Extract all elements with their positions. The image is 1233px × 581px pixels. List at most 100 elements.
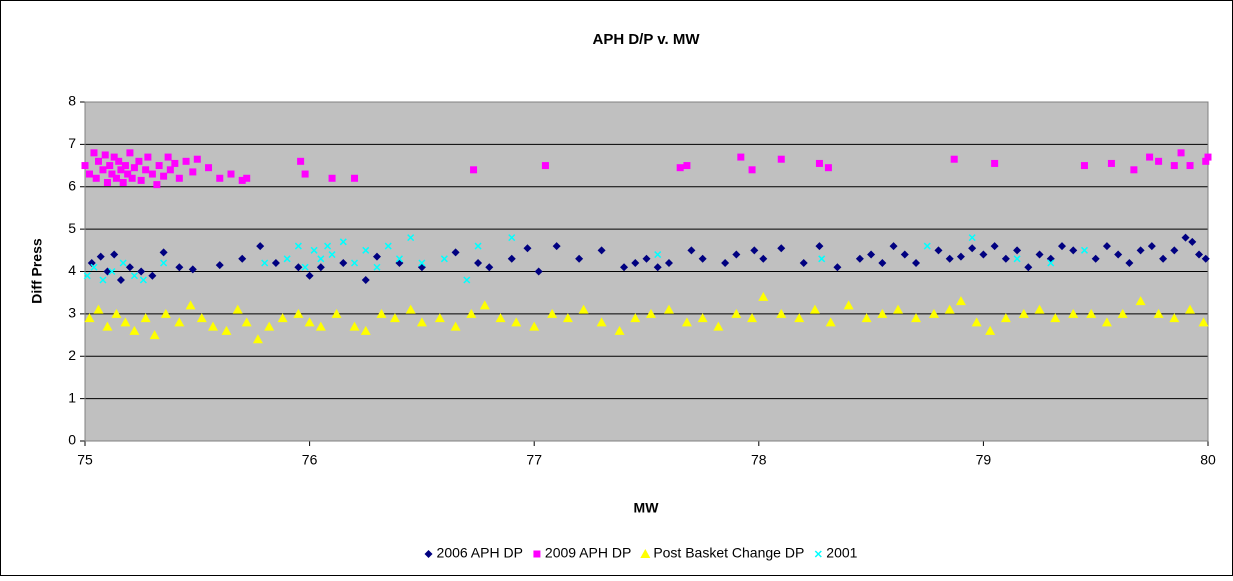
point <box>1181 233 1190 242</box>
point <box>115 157 123 165</box>
point <box>339 238 347 246</box>
x-tick-label: 80 <box>1200 452 1216 468</box>
legend-label: 2009 APH DP <box>545 545 631 561</box>
point <box>1136 246 1145 255</box>
point <box>474 242 482 250</box>
point <box>523 244 532 253</box>
point <box>825 317 836 327</box>
point <box>687 246 696 255</box>
point <box>1000 313 1011 323</box>
point <box>843 300 854 310</box>
y-tick-label: 4 <box>68 262 76 278</box>
point <box>758 291 769 301</box>
point <box>1058 242 1067 251</box>
point <box>171 159 179 167</box>
point <box>1035 250 1044 259</box>
point <box>1102 242 1111 251</box>
point <box>664 259 673 268</box>
legend-marker <box>533 550 541 558</box>
point <box>137 176 145 184</box>
point <box>776 308 787 318</box>
point <box>824 164 832 172</box>
point <box>979 250 988 259</box>
point <box>144 153 152 161</box>
point <box>1146 153 1154 161</box>
point <box>799 259 808 268</box>
point <box>256 242 265 251</box>
point <box>1013 246 1022 255</box>
chart-title: APH D/P v. MW <box>593 31 701 48</box>
point <box>243 174 251 182</box>
point <box>630 313 641 323</box>
point <box>1153 308 1164 318</box>
point <box>698 254 707 263</box>
point <box>139 276 147 284</box>
point <box>160 308 171 318</box>
point <box>362 246 370 254</box>
point <box>189 168 197 176</box>
point <box>160 172 168 180</box>
plot-border <box>84 101 1209 442</box>
point <box>867 250 876 259</box>
point <box>238 254 247 263</box>
point <box>912 259 921 268</box>
point <box>94 157 102 165</box>
point <box>1024 263 1033 272</box>
point <box>328 174 336 182</box>
point <box>389 313 400 323</box>
point <box>85 170 93 178</box>
point <box>1159 254 1168 263</box>
point <box>159 248 168 257</box>
point <box>645 308 656 318</box>
point <box>84 313 95 323</box>
legend-marker <box>814 550 822 558</box>
point <box>923 242 931 250</box>
point <box>149 330 160 340</box>
point <box>440 255 448 263</box>
point <box>485 263 494 272</box>
point <box>339 259 348 268</box>
point <box>878 259 887 268</box>
point <box>376 308 387 318</box>
point <box>232 304 243 314</box>
point <box>1155 157 1163 165</box>
point <box>777 155 785 163</box>
point <box>511 317 522 327</box>
point <box>102 321 113 331</box>
point <box>1080 246 1089 254</box>
point <box>110 153 118 161</box>
point <box>541 162 549 170</box>
point <box>271 259 280 268</box>
point <box>945 254 954 263</box>
point <box>1117 308 1128 318</box>
point <box>466 308 477 318</box>
point <box>683 162 691 170</box>
point <box>737 153 745 161</box>
point <box>252 334 263 344</box>
x-tick-label: 75 <box>77 452 93 468</box>
legend-label: 2006 APH DP <box>437 545 523 561</box>
point <box>721 259 730 268</box>
point <box>1047 259 1055 267</box>
point <box>620 263 629 272</box>
point <box>117 166 125 174</box>
point <box>166 166 174 174</box>
point <box>148 170 156 178</box>
point <box>697 313 708 323</box>
point <box>815 159 823 167</box>
point <box>174 317 185 327</box>
point <box>301 263 309 271</box>
point <box>1170 246 1179 255</box>
point <box>103 179 111 187</box>
point <box>221 325 232 335</box>
point <box>991 159 999 167</box>
point <box>1034 304 1045 314</box>
point <box>153 181 161 189</box>
y-tick-label: 7 <box>68 135 76 151</box>
point <box>129 325 140 335</box>
point <box>116 275 125 284</box>
point <box>956 252 965 261</box>
point <box>373 263 381 271</box>
point <box>126 149 134 157</box>
point <box>315 321 326 331</box>
